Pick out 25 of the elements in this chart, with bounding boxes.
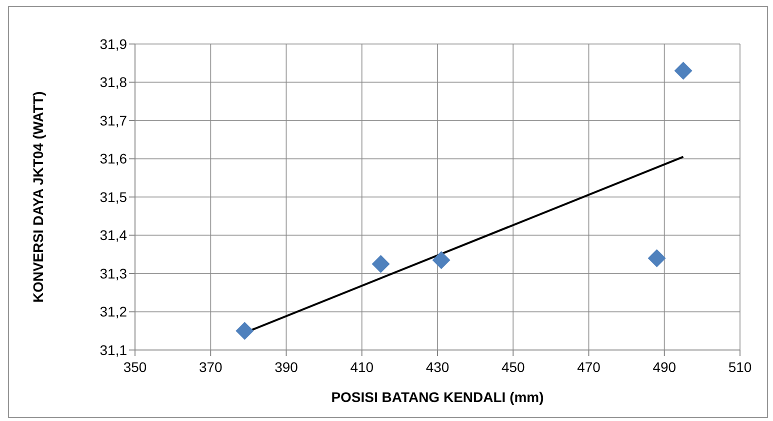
point bbox=[674, 62, 692, 80]
y-tick-label: 31,1 bbox=[100, 342, 128, 358]
x-tick-label: 390 bbox=[274, 358, 298, 375]
y-tick-label: 31,8 bbox=[100, 74, 128, 90]
x-axis-title: POSISI BATANG KENDALI (mm) bbox=[331, 389, 544, 405]
x-tick-label: 370 bbox=[198, 358, 223, 375]
x-tick-label: 470 bbox=[577, 358, 601, 375]
y-axis-title: KONVERSI DAYA JKT04 (WATT) bbox=[30, 91, 46, 303]
y-tick-label: 31,9 bbox=[100, 36, 128, 52]
y-tick-label: 31,7 bbox=[100, 112, 128, 128]
point bbox=[236, 322, 254, 340]
y-tick-label: 31,3 bbox=[100, 265, 128, 282]
x-tick-label: 510 bbox=[728, 358, 752, 375]
point bbox=[432, 251, 450, 270]
point bbox=[372, 254, 390, 273]
y-tick-label: 31,5 bbox=[100, 188, 128, 205]
x-tick-label: 450 bbox=[501, 358, 526, 375]
x-tick-label: 350 bbox=[123, 358, 147, 375]
x-tick-label: 410 bbox=[350, 358, 374, 375]
point bbox=[648, 249, 666, 268]
x-tick-label: 430 bbox=[426, 358, 450, 375]
y-tick-label: 31,2 bbox=[100, 304, 128, 320]
y-tick-label: 31,6 bbox=[100, 150, 128, 167]
y-tick-label: 31,4 bbox=[100, 227, 128, 244]
x-tick-label: 490 bbox=[652, 358, 676, 375]
